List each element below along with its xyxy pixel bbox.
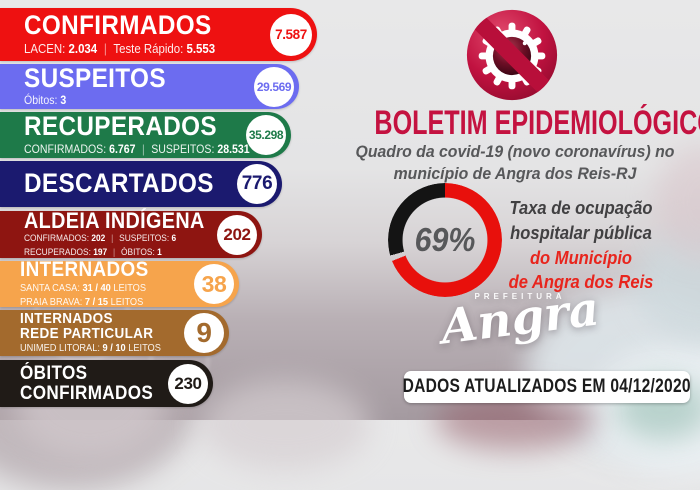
- detail-value: 2.034: [68, 40, 98, 56]
- bar-details-aldeia-indigena: CONFIRMADOS: 202 | SUSPEITOS: 6: [24, 233, 233, 245]
- badge-aldeia-indigena-count: 202: [217, 214, 257, 255]
- bar-title-confirmados: CONFIRMADOS: [24, 10, 212, 41]
- detail-label: SANTA CASA:: [20, 281, 80, 294]
- bar-details-internados-1: SANTA CASA: 31 / 40 LEITOS: [20, 282, 213, 295]
- bulletin-subtitle-line2: município de Angra dos Reis-RJ: [393, 163, 637, 183]
- occupancy-caption-line3: do Município: [529, 247, 633, 268]
- occupancy-percent: 69%: [414, 221, 476, 258]
- detail-separator: |: [111, 233, 114, 245]
- bulletin-title: BOLETIM EPIDEMIOLÓGICO: [374, 104, 700, 142]
- stat-bar-internados: INTERNADOS SANTA CASA: 31 / 40 LEITOS PR…: [0, 258, 239, 309]
- updated-date-pill: DADOS ATUALIZADOS EM 04/12/2020: [402, 371, 692, 403]
- detail-value: 31 / 40: [82, 281, 111, 294]
- detail-label: SUSPEITOS:: [151, 141, 215, 156]
- updated-date-text: DADOS ATUALIZADOS EM 04/12/2020: [402, 376, 692, 397]
- detail-value: 9 / 10: [102, 342, 126, 355]
- detail-suffix: LEITOS: [110, 295, 144, 308]
- bar-details-recuperados: CONFIRMADOS: 6.767 | SUSPEITOS: 28.531: [24, 142, 259, 157]
- detail-suffix: LEITOS: [128, 342, 161, 355]
- bar-title-aldeia-indigena: ALDEIA INDÍGENA: [24, 207, 205, 233]
- detail-label: Óbitos:: [24, 93, 58, 108]
- occupancy-caption-line1: Taxa de ocupação: [509, 198, 653, 218]
- bar-details-internados-2: PRAIA BRAVA: 7 / 15 LEITOS: [20, 296, 213, 309]
- stat-bar-descartados: DESCARTADOS 776: [0, 161, 282, 207]
- bar-title-internados: INTERNADOS: [20, 258, 149, 282]
- occupancy-caption: Taxa de ocupação hospitalar pública do M…: [503, 196, 659, 295]
- detail-label: CONFIRMADOS:: [24, 141, 107, 156]
- detail-label: CONFIRMADOS:: [24, 233, 90, 245]
- bar-title-obitos-line1: ÓBITOS: [20, 363, 88, 385]
- bar-title-descartados: DESCARTADOS: [24, 168, 214, 199]
- detail-value: 5.553: [186, 40, 216, 56]
- detail-value: 28.531: [217, 141, 250, 156]
- bar-details-aldeia-indigena-2: RECUPERADOS: 197 | ÓBITOS: 1: [24, 247, 233, 259]
- bar-title-obitos-line2: CONFIRMADOS: [20, 382, 154, 404]
- occupancy-caption-line2: hospitalar pública: [510, 222, 652, 243]
- detail-label: SUSPEITOS:: [119, 233, 170, 245]
- bar-title-internados-particular-line1: INTERNADOS: [20, 309, 113, 327]
- bar-title-recuperados: RECUPERADOS: [24, 111, 217, 142]
- detail-value: 202: [91, 233, 106, 245]
- detail-value: 6: [171, 233, 177, 245]
- bar-title-suspeitos: SUSPEITOS: [24, 62, 166, 93]
- prefeitura-angra-logo: PREFEITURA Angra: [425, 282, 615, 356]
- stat-bar-recuperados: RECUPERADOS CONFIRMADOS: 6.767 | SUSPEIT…: [0, 112, 291, 158]
- detail-suffix: LEITOS: [113, 281, 147, 294]
- detail-value: 3: [60, 93, 67, 108]
- bulletin-subtitle-line1: Quadro da covid-19 (novo coronavírus) no: [355, 142, 675, 161]
- bulletin-subtitle: Quadro da covid-19 (novo coronavírus) no…: [343, 141, 687, 185]
- badge-internados-count: 38: [194, 264, 234, 304]
- detail-separator: |: [103, 40, 107, 56]
- detail-label: PRAIA BRAVA:: [20, 295, 83, 308]
- badge-suspeitos-count: 29.569: [254, 66, 294, 107]
- detail-label: ÓBITOS:: [121, 246, 155, 258]
- occupancy-donut: [388, 183, 502, 297]
- detail-value: 6.767: [109, 141, 136, 156]
- stat-bar-internados-rede-particular: INTERNADOS REDE PARTICULAR UNIMED LITORA…: [0, 310, 229, 356]
- occupancy-caption-line4: de Angra dos Reis: [508, 272, 654, 293]
- stat-bar-confirmados: CONFIRMADOS LACEN: 2.034 | Teste Rápido:…: [0, 8, 317, 61]
- badge-obitos-count: 230: [168, 363, 208, 404]
- bar-details-confirmados: LACEN: 2.034 | Teste Rápido: 5.553: [24, 41, 282, 57]
- stat-bar-aldeia-indigena: ALDEIA INDÍGENA CONFIRMADOS: 202 | SUSPE…: [0, 207, 262, 259]
- logo-small-text: PREFEITURA: [474, 292, 566, 301]
- detail-value: 7 / 15: [84, 295, 109, 308]
- bar-details-suspeitos: Óbitos: 3: [24, 93, 266, 108]
- stat-bar-obitos-confirmados: ÓBITOS CONFIRMADOS 230: [0, 360, 213, 407]
- badge-confirmados-count: 7.587: [270, 13, 312, 56]
- detail-label: Teste Rápido:: [113, 40, 184, 56]
- detail-label: RECUPERADOS:: [24, 246, 91, 258]
- detail-label: UNIMED LITORAL:: [20, 342, 100, 355]
- badge-recuperados-count: 35.298: [246, 115, 286, 155]
- stat-bar-suspeitos: SUSPEITOS Óbitos: 3 29.569: [0, 64, 299, 109]
- background-virus-blob: [200, 380, 370, 470]
- detail-label: LACEN:: [24, 40, 66, 56]
- no-virus-icon: [466, 9, 558, 101]
- bar-details-internados-particular: UNIMED LITORAL: 9 / 10 LEITOS: [20, 342, 204, 355]
- badge-descartados-count: 776: [237, 164, 277, 204]
- detail-value: 1: [157, 246, 162, 258]
- bar-title-internados-particular-line2: REDE PARTICULAR: [20, 324, 154, 342]
- detail-separator: |: [113, 246, 116, 258]
- detail-separator: |: [141, 141, 145, 156]
- badge-internados-particular-count: 9: [184, 313, 224, 353]
- detail-value: 197: [93, 246, 108, 258]
